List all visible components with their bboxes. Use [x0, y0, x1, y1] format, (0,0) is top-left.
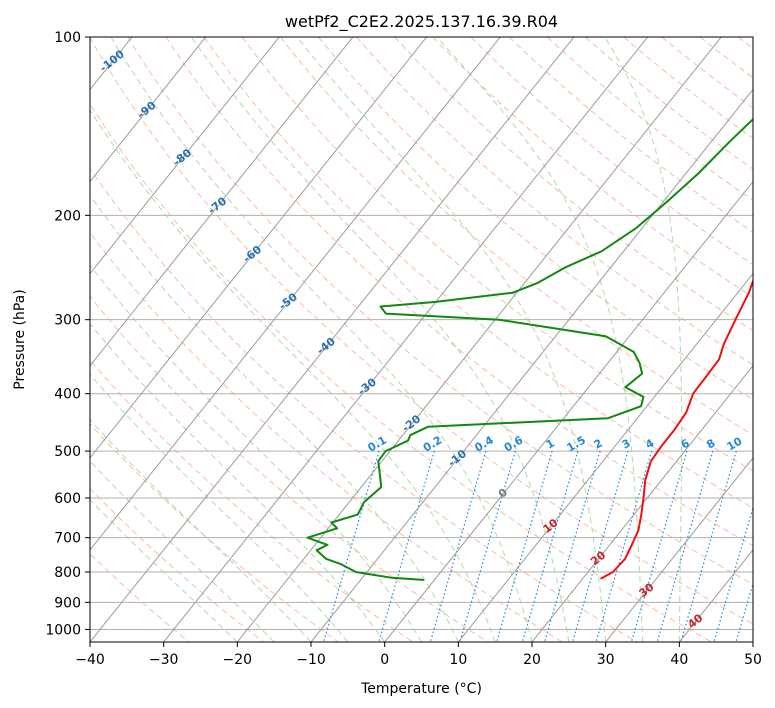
moist-adiabat — [90, 264, 422, 642]
x-tick-label: 10 — [449, 652, 467, 668]
mixing-ratio-line — [521, 450, 579, 642]
mixing-ratio-line — [630, 450, 688, 642]
y-tick-label: 200 — [54, 208, 81, 224]
x-tick-label: 50 — [744, 652, 762, 668]
isotherm-line — [163, 37, 649, 642]
y-tick-label: 700 — [54, 531, 81, 547]
moist-adiabat — [90, 194, 459, 642]
y-tick-label: 100 — [54, 30, 81, 46]
mixing-ratio-line — [571, 450, 629, 642]
isotherm-line — [531, 364, 753, 642]
moist-adiabat — [191, 37, 570, 642]
isotherm-line — [90, 37, 207, 183]
x-tick-label: −10 — [296, 652, 326, 668]
dry-adiabat — [279, 37, 753, 436]
dry-adiabat — [585, 37, 753, 170]
x-tick-label: 30 — [597, 652, 615, 668]
x-tick-label: −40 — [75, 652, 105, 668]
dry-adiabat — [90, 37, 753, 625]
mixing-ratio-line — [543, 450, 601, 642]
isotherm-line — [90, 37, 501, 551]
moist-adiabat — [90, 419, 312, 642]
mixing-ratio-line — [496, 450, 553, 642]
x-tick-label: −20 — [223, 652, 253, 668]
dry-adiabat — [623, 37, 753, 139]
y-tick-label: 800 — [54, 565, 81, 581]
mixing-ratio-line — [378, 450, 435, 642]
x-tick-label: −30 — [149, 652, 179, 668]
dry-adiabat — [203, 37, 753, 509]
isotherm-line — [605, 457, 753, 642]
moist-adiabat — [296, 37, 607, 642]
x-axis-ticks: −40 −30 −20 −10 0 10 20 30 40 50 — [75, 642, 762, 668]
dry-adiabat — [394, 37, 753, 332]
dry-adiabat — [127, 37, 753, 585]
dry-adiabat — [508, 37, 753, 233]
dry-adiabat — [90, 487, 264, 642]
plot-frame — [89, 36, 754, 643]
mixing-ratio-line — [322, 450, 380, 642]
y-tick-label: 300 — [54, 313, 81, 329]
chart-title: wetPf2_C2E2.2025.137.16.39.R04 — [285, 12, 558, 32]
y-axis-ticks: 100 200 300 400 500 600 700 800 900 1000 — [45, 30, 90, 638]
moist-adiabat — [90, 460, 275, 642]
isotherm-line — [457, 272, 753, 642]
moist-adiabat — [90, 108, 496, 642]
temperature-profile-line — [600, 278, 753, 580]
mixing-ratio-line — [713, 505, 753, 642]
dry-adiabat — [90, 167, 638, 642]
mixing-ratio-line — [429, 450, 487, 642]
moist-adiabat — [90, 322, 386, 642]
isotherm-line — [384, 180, 753, 642]
y-axis-title: Pressure (hPa) — [12, 289, 28, 389]
x-tick-label: 20 — [523, 652, 541, 668]
x-tick-label: 40 — [670, 652, 688, 668]
y-tick-label: 500 — [54, 444, 81, 460]
moist-adiabat — [110, 37, 533, 642]
moist-adiabat — [90, 498, 238, 642]
y-tick-label: 600 — [54, 491, 81, 507]
plot-area: -100-90-80-70-60-50-40-30-20-10010203040… — [90, 37, 753, 642]
isotherm-line — [90, 37, 428, 459]
x-axis-title: Temperature (°C) — [360, 681, 482, 697]
dry-adiabat — [90, 103, 712, 642]
isotherm-line — [90, 37, 575, 642]
y-tick-label: 1000 — [45, 622, 81, 638]
dewpoint-profile-line — [306, 117, 753, 581]
isotherm-line — [90, 37, 354, 367]
dry-adiabat — [356, 37, 753, 366]
isotherm-line — [90, 37, 280, 275]
profile-series — [306, 117, 753, 581]
y-tick-label: 900 — [54, 595, 81, 611]
moist-adiabat — [90, 373, 349, 642]
mixing-ratio-line — [595, 450, 653, 642]
y-tick-label: 400 — [54, 387, 81, 403]
dry-adiabat — [165, 37, 753, 547]
moist-adiabat — [604, 37, 683, 642]
dry-adiabat — [90, 231, 563, 642]
mixing-ratio-line — [656, 450, 714, 642]
isotherm-line — [310, 88, 753, 642]
x-tick-label: 0 — [380, 652, 389, 668]
